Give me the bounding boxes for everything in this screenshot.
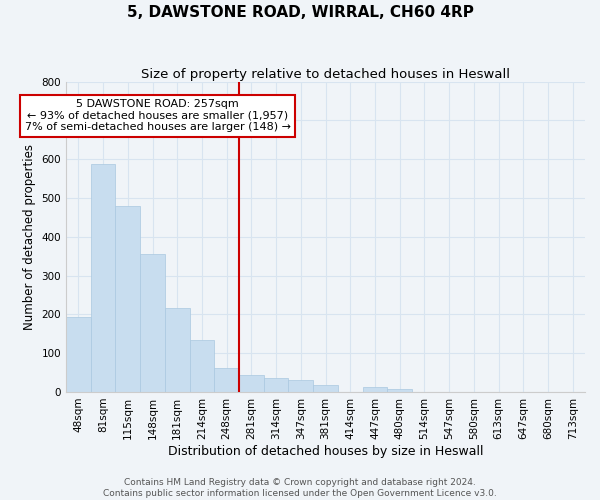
Bar [66,317,91,392]
Bar [214,368,239,392]
Bar [239,376,264,392]
Bar [140,254,165,392]
Text: Contains HM Land Registry data © Crown copyright and database right 2024.
Contai: Contains HM Land Registry data © Crown c… [103,478,497,498]
Title: Size of property relative to detached houses in Heswall: Size of property relative to detached ho… [141,68,510,80]
Bar [264,378,289,392]
Text: 5 DAWSTONE ROAD: 257sqm
← 93% of detached houses are smaller (1,957)
7% of semi-: 5 DAWSTONE ROAD: 257sqm ← 93% of detache… [25,99,290,132]
Bar [165,308,190,392]
Bar [91,164,115,392]
Bar [115,206,140,392]
Y-axis label: Number of detached properties: Number of detached properties [23,144,36,330]
Bar [362,386,388,392]
X-axis label: Distribution of detached houses by size in Heswall: Distribution of detached houses by size … [168,444,483,458]
Text: 5, DAWSTONE ROAD, WIRRAL, CH60 4RP: 5, DAWSTONE ROAD, WIRRAL, CH60 4RP [127,5,473,20]
Bar [190,340,214,392]
Bar [313,386,338,392]
Bar [289,380,313,392]
Bar [388,389,412,392]
